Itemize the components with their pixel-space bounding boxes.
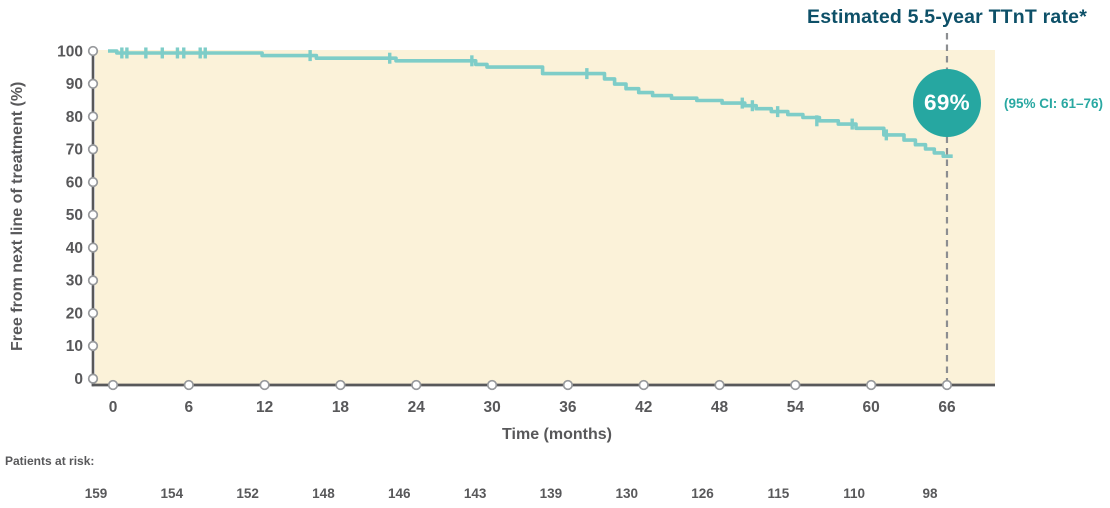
x-tick-circle — [866, 379, 877, 391]
risk-count: 115 — [767, 486, 789, 501]
y-tick-circle — [87, 373, 99, 384]
risk-count: 148 — [312, 486, 335, 501]
risk-count: 154 — [161, 486, 184, 501]
x-tick-circle — [183, 379, 194, 391]
x-tick-circle — [486, 379, 498, 391]
risk-count: 110 — [843, 486, 865, 501]
x-tick-label: 12 — [256, 399, 273, 416]
rate-badge: 69% — [913, 69, 981, 137]
risk-count: 143 — [464, 486, 487, 501]
y-tick-circle — [87, 308, 99, 319]
y-tick-label: 100 — [57, 43, 83, 60]
chart-title: Estimated 5.5-year TTnT rate* — [807, 6, 1087, 28]
y-tick-circle — [87, 340, 99, 352]
x-tick-circle — [714, 379, 725, 391]
y-tick-circle — [87, 209, 99, 221]
x-tick-circle — [335, 379, 346, 391]
y-tick-label: 0 — [74, 371, 83, 388]
risk-count: 159 — [85, 486, 108, 501]
plot-background — [95, 50, 995, 384]
y-tick-label: 80 — [66, 109, 83, 126]
y-tick-circle — [87, 111, 99, 122]
x-tick-circle — [638, 379, 649, 391]
y-tick-label: 30 — [66, 273, 83, 290]
x-tick-circle — [790, 379, 801, 391]
x-tick-circle — [941, 379, 953, 391]
x-tick-label: 66 — [938, 399, 956, 416]
y-tick-circle — [87, 78, 99, 89]
x-tick-circle — [259, 379, 270, 391]
y-tick-circle — [87, 144, 99, 155]
x-tick-label: 42 — [635, 399, 652, 416]
x-tick-label: 48 — [711, 399, 729, 416]
y-tick-circle — [87, 275, 99, 286]
y-tick-label: 70 — [66, 142, 83, 159]
x-tick-circle — [107, 379, 119, 391]
y-tick-label: 10 — [66, 338, 83, 355]
risk-count: 139 — [540, 486, 563, 501]
x-tick-circle — [411, 379, 422, 391]
x-tick-label: 60 — [863, 399, 880, 416]
rate-badge-value: 69% — [924, 90, 970, 115]
y-tick-label: 50 — [66, 207, 83, 224]
risk-count: 146 — [388, 486, 411, 501]
risk-count: 152 — [236, 486, 259, 501]
y-tick-circle — [87, 176, 99, 188]
y-tick-label: 60 — [66, 174, 83, 191]
y-tick-circle — [87, 45, 99, 57]
x-tick-label: 24 — [408, 399, 426, 416]
x-tick-circle — [562, 379, 574, 391]
km-curve — [108, 49, 953, 158]
risk-count: 130 — [615, 486, 638, 501]
x-tick-label: 6 — [185, 399, 194, 416]
confidence-interval-text: (95% CI: 61–76) — [1004, 96, 1104, 111]
patients-at-risk-label: Patients at risk: — [5, 454, 95, 468]
y-tick-label: 20 — [66, 305, 83, 322]
x-tick-label: 18 — [332, 399, 350, 416]
y-tick-label: 40 — [66, 240, 83, 257]
x-axis-label: Time (months) — [502, 426, 612, 443]
y-tick-circle — [87, 242, 99, 253]
x-tick-label: 36 — [559, 399, 577, 416]
x-tick-label: 54 — [787, 399, 805, 416]
x-tick-label: 30 — [483, 399, 500, 416]
risk-count: 126 — [691, 486, 714, 501]
y-tick-label: 90 — [66, 76, 83, 93]
x-tick-label: 0 — [109, 399, 118, 416]
risk-count: 98 — [922, 486, 938, 501]
